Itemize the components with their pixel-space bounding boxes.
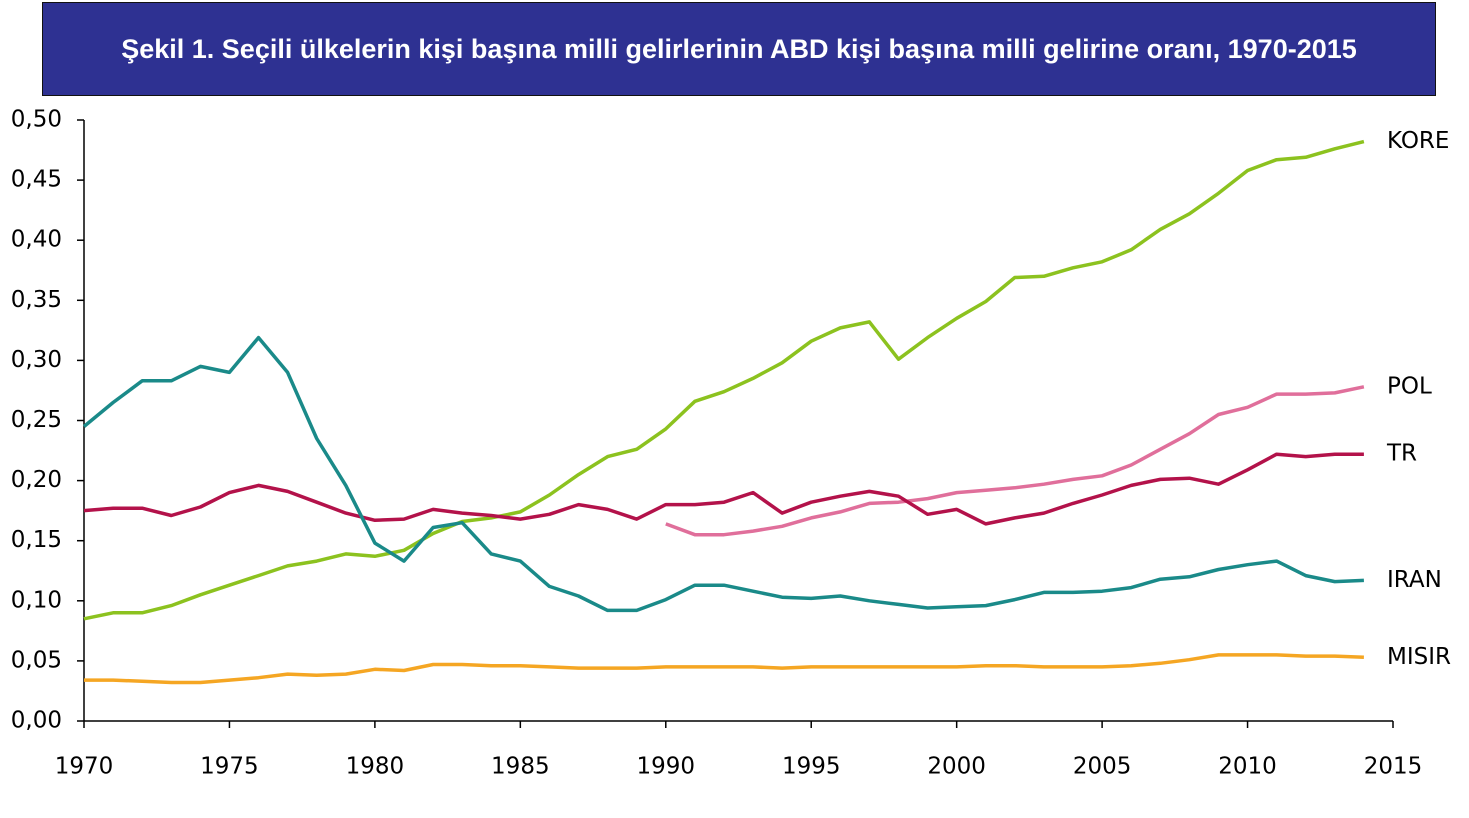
y-tick-label: 0,10 [11, 587, 62, 613]
x-tick-label: 1975 [200, 754, 259, 780]
x-tick-label: 2000 [927, 754, 986, 780]
y-tick-label: 0,40 [11, 227, 62, 253]
series-line [84, 653, 1364, 685]
series-label: IRAN [1387, 567, 1442, 593]
x-tick-label: 2005 [1073, 754, 1132, 780]
x-tick-label: 1985 [491, 754, 550, 780]
series-label: POL [1387, 373, 1432, 399]
chart-title: Şekil 1. Seçili ülkelerin kişi başına mi… [42, 2, 1436, 96]
y-tick-label: 0,50 [11, 107, 62, 133]
series-line [83, 139, 1365, 621]
y-tick-label: 0,15 [11, 527, 62, 553]
y-tick-label: 0,30 [11, 347, 62, 373]
y-tick-label: 0,05 [11, 647, 62, 673]
series-line [665, 385, 1365, 537]
y-tick-label: 0,25 [11, 407, 62, 433]
series-label: KORE [1387, 128, 1449, 154]
x-tick-label: 1970 [55, 754, 114, 780]
series-line [82, 335, 1364, 613]
y-tick-label: 0,20 [11, 467, 62, 493]
x-tick-label: 1990 [637, 754, 696, 780]
series-line [83, 452, 1364, 526]
y-tick-label: 0,35 [11, 287, 62, 313]
y-tick-label: 0,00 [11, 708, 62, 734]
series-label: MISIR [1387, 644, 1451, 670]
x-tick-label: 1980 [346, 754, 405, 780]
y-tick-label: 0,45 [11, 167, 62, 193]
x-tick-label: 2015 [1364, 754, 1423, 780]
x-tick-label: 2010 [1218, 754, 1277, 780]
series-label: TR [1386, 441, 1417, 467]
x-tick-label: 1995 [782, 754, 841, 780]
